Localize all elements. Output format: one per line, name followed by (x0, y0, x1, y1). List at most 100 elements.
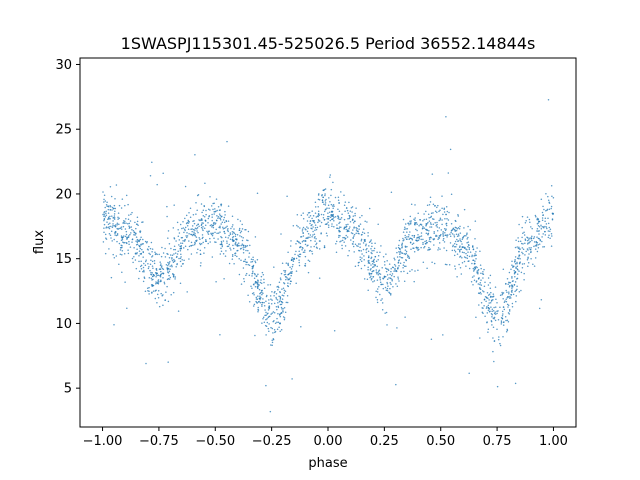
data-point (252, 270, 254, 272)
data-point (447, 172, 450, 174)
data-point (171, 257, 173, 259)
data-point (348, 249, 350, 252)
data-point (175, 240, 177, 242)
data-point (170, 293, 172, 296)
data-point (476, 270, 478, 272)
data-point (196, 226, 199, 229)
data-point (317, 213, 320, 216)
data-point (436, 226, 439, 228)
data-point (173, 204, 175, 206)
data-point (324, 209, 327, 211)
data-point (205, 238, 207, 241)
data-point (517, 240, 520, 243)
data-point (276, 286, 278, 288)
data-point (331, 225, 333, 227)
data-point (109, 215, 111, 218)
data-point (540, 198, 543, 200)
data-point (302, 212, 304, 214)
data-point (372, 275, 375, 278)
data-point (455, 229, 458, 232)
data-point (389, 294, 392, 296)
data-point (511, 302, 514, 305)
data-point (414, 204, 416, 206)
data-point (304, 228, 306, 230)
data-point (132, 261, 134, 264)
data-point (184, 238, 186, 241)
data-point (543, 227, 545, 229)
data-point (490, 319, 493, 322)
data-point (321, 199, 324, 201)
data-point (162, 252, 165, 254)
data-point (413, 218, 415, 220)
data-point (377, 254, 380, 257)
data-point (330, 194, 332, 197)
data-point (518, 290, 521, 293)
data-point (221, 221, 224, 224)
data-point (167, 253, 169, 256)
data-point (105, 212, 107, 214)
data-point (527, 261, 530, 264)
data-point (347, 212, 350, 214)
data-point (315, 216, 318, 218)
data-point (348, 230, 350, 232)
data-point (439, 209, 441, 211)
data-point (450, 193, 453, 196)
data-point (437, 237, 440, 239)
data-point (522, 248, 525, 250)
data-point (307, 232, 310, 235)
data-point (152, 275, 154, 278)
data-point (318, 248, 321, 250)
data-point (472, 284, 474, 286)
data-point (194, 153, 196, 156)
data-point (412, 247, 414, 249)
data-point (400, 270, 402, 273)
data-point (118, 217, 120, 219)
data-point (196, 224, 198, 227)
data-point (408, 234, 410, 236)
data-point (514, 258, 516, 261)
data-point (334, 216, 337, 218)
data-point (333, 205, 335, 208)
data-point (219, 217, 221, 220)
data-point (195, 201, 197, 204)
data-point (505, 282, 507, 285)
data-point (216, 232, 218, 234)
data-point (348, 214, 351, 217)
data-point (262, 318, 264, 320)
data-point (366, 247, 368, 250)
data-point (381, 309, 384, 311)
data-point (178, 244, 180, 246)
data-point (220, 236, 222, 238)
data-point (187, 219, 189, 222)
data-point (120, 244, 122, 246)
data-point (301, 230, 304, 232)
data-point (103, 214, 106, 216)
data-point (528, 238, 530, 241)
data-point (429, 226, 431, 228)
data-point (199, 249, 202, 252)
data-point (422, 243, 424, 246)
data-point (367, 289, 369, 292)
data-point (375, 271, 378, 273)
data-point (552, 213, 554, 215)
data-point (468, 372, 470, 375)
data-point (377, 259, 379, 261)
data-point (120, 235, 123, 237)
data-point (108, 205, 110, 208)
data-point (316, 247, 318, 249)
data-point (174, 252, 177, 254)
data-point (151, 256, 153, 258)
data-point (107, 226, 109, 229)
data-point (522, 243, 524, 245)
data-point (277, 302, 279, 304)
data-point (215, 241, 217, 243)
data-point (351, 232, 354, 235)
data-point (164, 247, 166, 250)
data-point (436, 229, 439, 232)
data-point (314, 229, 316, 231)
data-point (247, 294, 249, 296)
data-point (305, 237, 307, 239)
data-point (475, 251, 477, 253)
data-point (359, 243, 361, 245)
